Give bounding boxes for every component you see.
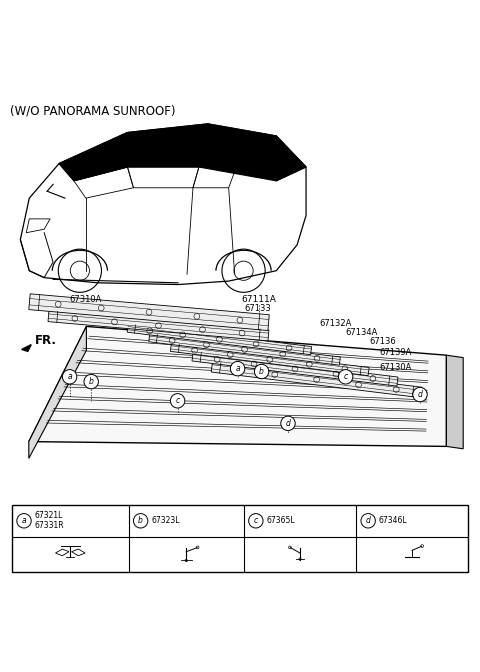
Text: 67130A: 67130A — [379, 363, 411, 372]
Text: 67139A: 67139A — [379, 348, 411, 358]
Circle shape — [338, 370, 353, 384]
Text: c: c — [254, 516, 258, 526]
Circle shape — [84, 374, 98, 389]
Text: d: d — [286, 419, 290, 428]
Text: 67310A: 67310A — [70, 296, 102, 304]
Polygon shape — [170, 343, 369, 376]
Circle shape — [62, 370, 77, 384]
Circle shape — [17, 513, 31, 528]
Text: 67134A: 67134A — [346, 328, 378, 337]
Circle shape — [281, 416, 295, 431]
Polygon shape — [29, 294, 269, 331]
Text: a: a — [67, 372, 72, 381]
Text: 67323L: 67323L — [151, 516, 180, 526]
Polygon shape — [29, 327, 86, 458]
Circle shape — [133, 513, 148, 528]
Text: 67331R: 67331R — [35, 521, 64, 530]
Text: d: d — [366, 516, 371, 526]
Text: 67111A: 67111A — [242, 295, 276, 304]
Polygon shape — [22, 345, 31, 351]
Text: 67321L: 67321L — [35, 511, 63, 521]
Text: 67365L: 67365L — [266, 516, 295, 526]
Text: c: c — [176, 396, 180, 405]
Circle shape — [249, 513, 263, 528]
Polygon shape — [29, 327, 446, 446]
Text: 67132A: 67132A — [319, 319, 351, 327]
Text: FR.: FR. — [35, 334, 57, 347]
Text: b: b — [89, 377, 94, 386]
Bar — [12, 505, 468, 572]
Text: 67133: 67133 — [245, 304, 272, 313]
Text: 67136: 67136 — [370, 337, 396, 346]
Polygon shape — [211, 362, 422, 398]
Polygon shape — [192, 352, 398, 386]
Polygon shape — [446, 355, 463, 449]
Circle shape — [170, 394, 185, 408]
Text: (W/O PANORAMA SUNROOF): (W/O PANORAMA SUNROOF) — [10, 105, 175, 118]
Polygon shape — [59, 124, 306, 181]
Polygon shape — [127, 324, 312, 355]
Text: 67346L: 67346L — [379, 516, 408, 526]
Text: c: c — [344, 372, 348, 381]
Text: d: d — [418, 390, 422, 399]
Circle shape — [413, 387, 427, 402]
Polygon shape — [48, 310, 269, 341]
Polygon shape — [149, 334, 340, 365]
Circle shape — [361, 513, 375, 528]
Text: b: b — [138, 516, 143, 526]
Text: a: a — [22, 516, 26, 526]
Text: b: b — [259, 367, 264, 376]
Text: a: a — [235, 364, 240, 373]
Circle shape — [254, 364, 269, 379]
Circle shape — [230, 362, 245, 376]
